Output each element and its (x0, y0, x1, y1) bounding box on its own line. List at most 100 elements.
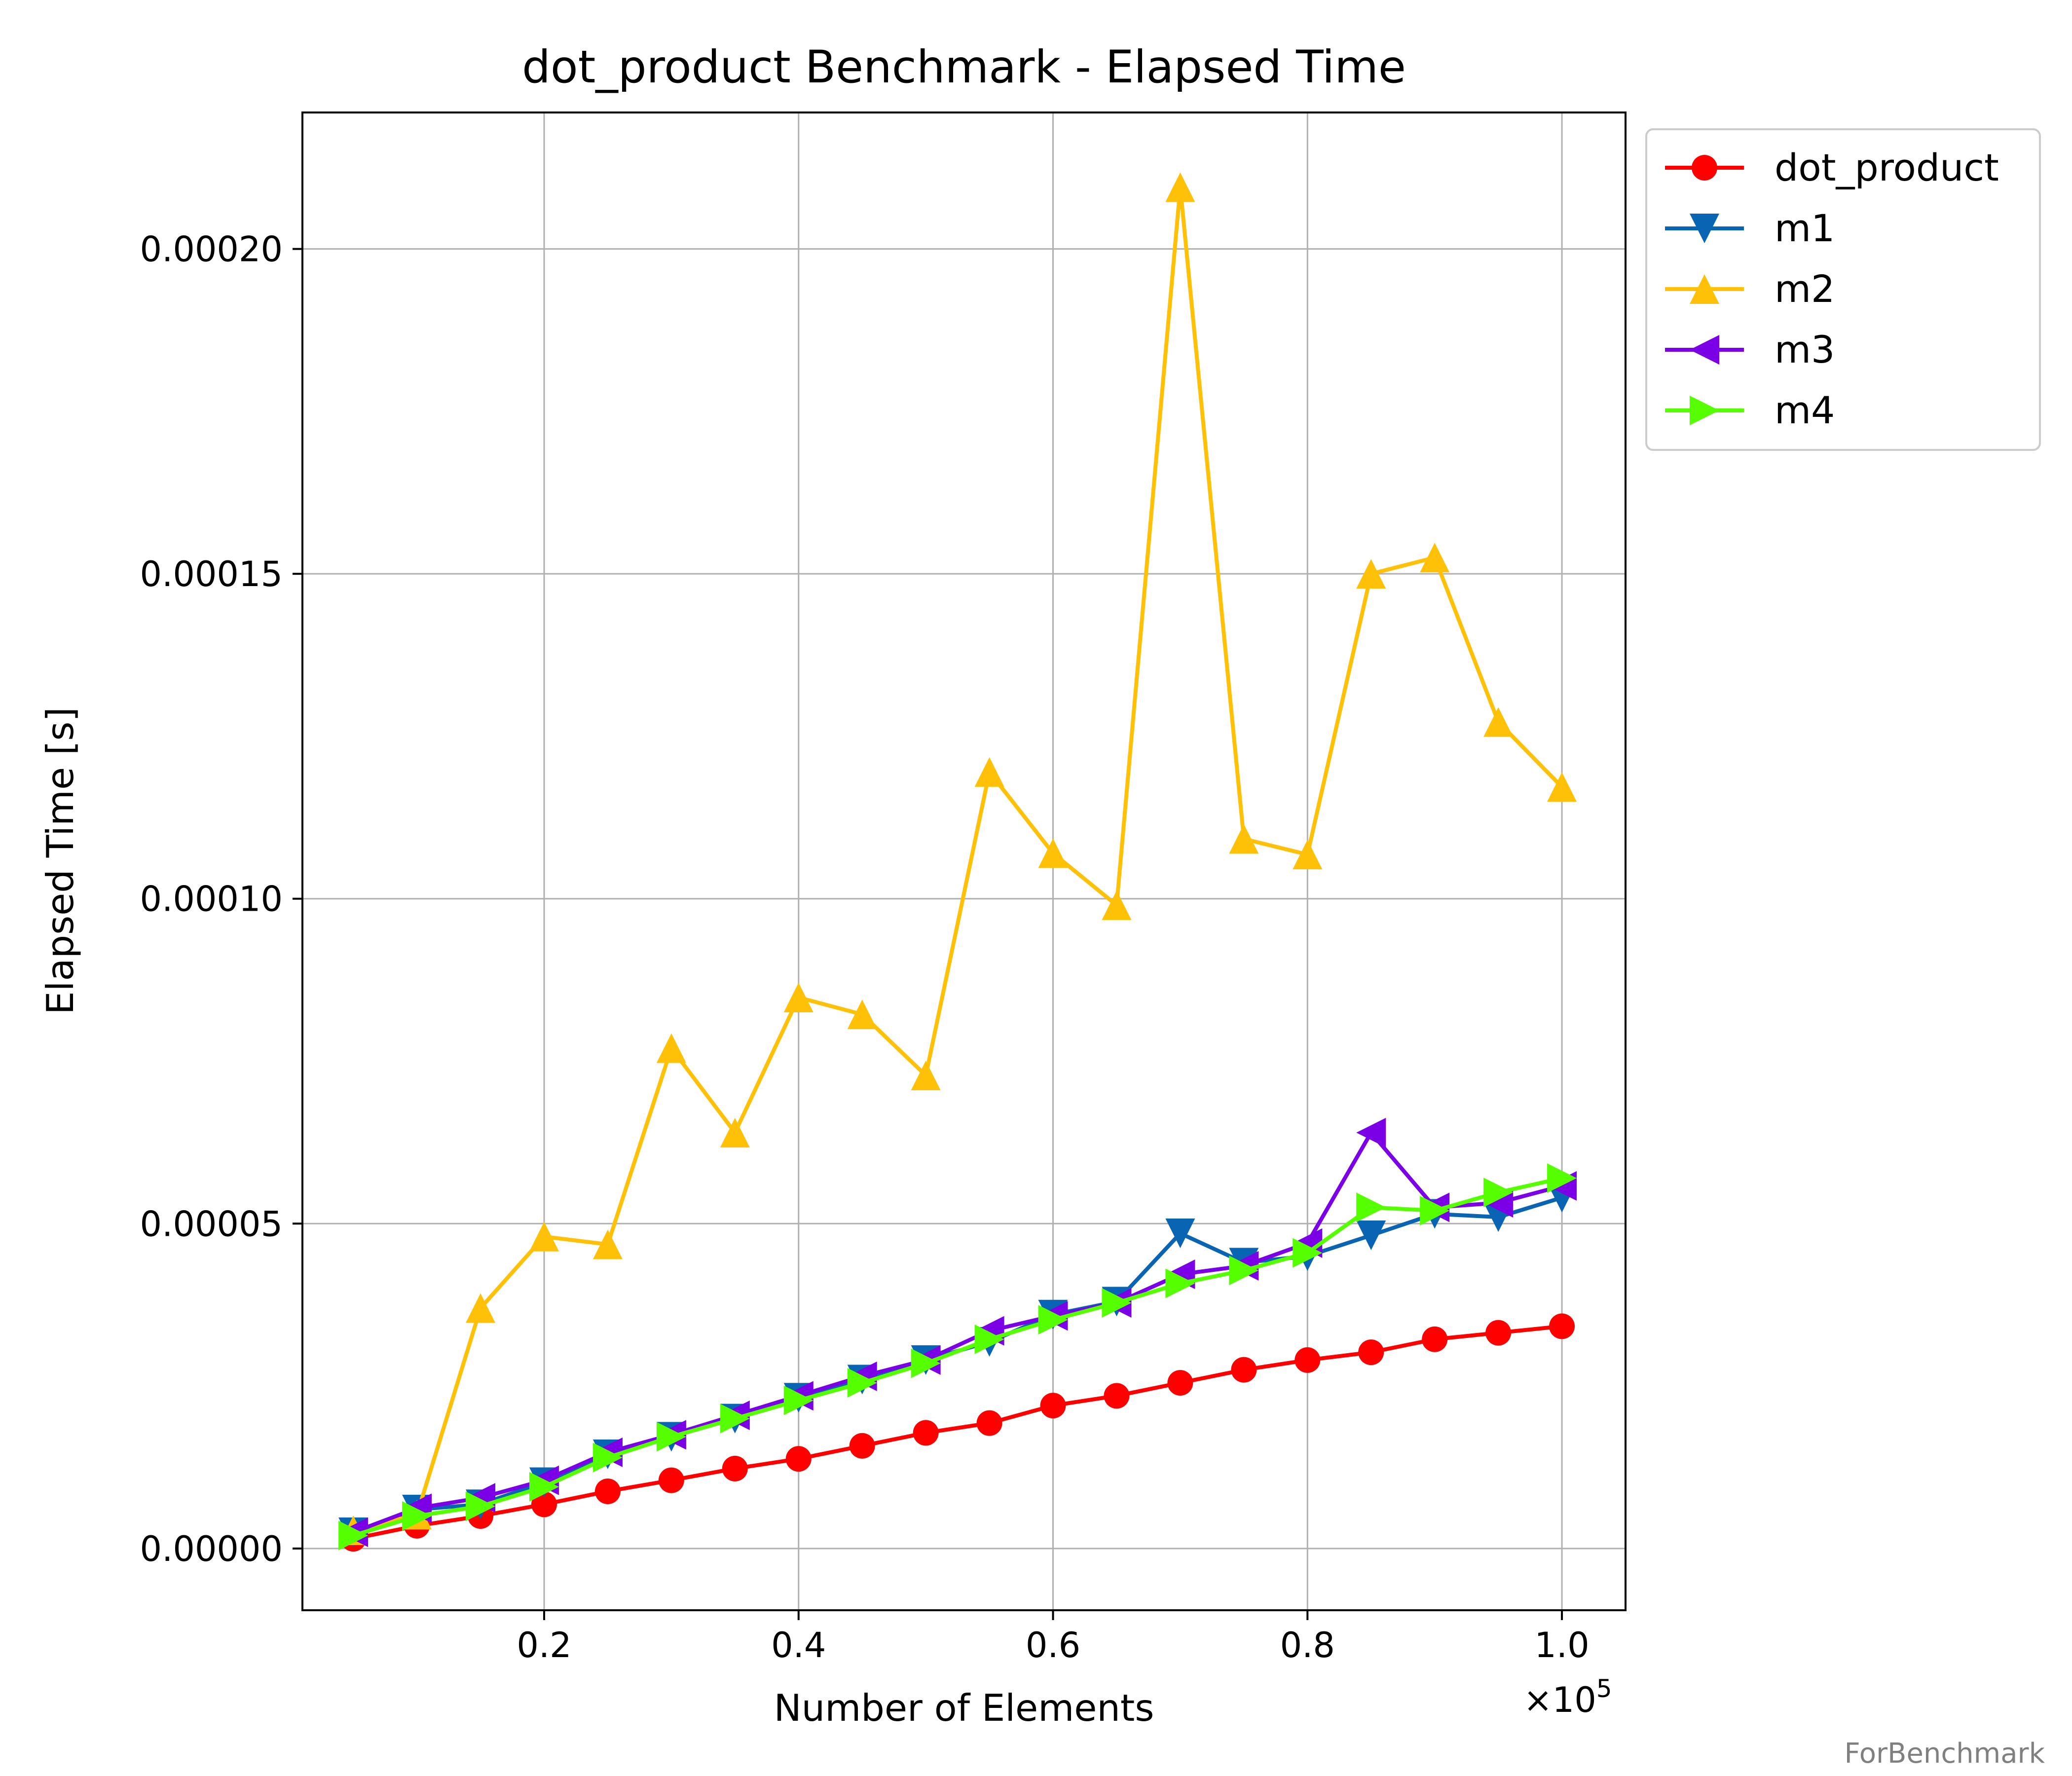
data-point-m2 (656, 1033, 686, 1063)
data-point-m4 (1483, 1178, 1514, 1208)
data-point-dot_product (1167, 1370, 1193, 1396)
data-point-m4 (1038, 1305, 1068, 1335)
series-line-m2 (353, 185, 1563, 1532)
plot-area-background (302, 112, 1626, 1610)
data-point-m2 (1165, 172, 1195, 202)
data-point-m2 (1038, 838, 1068, 868)
data-point-dot_product (658, 1467, 684, 1493)
data-point-m1 (1165, 1219, 1195, 1249)
data-point-m1 (1356, 1221, 1386, 1251)
data-point-m4 (338, 1520, 369, 1551)
data-point-m2 (1483, 707, 1514, 737)
data-point-m4 (1229, 1256, 1259, 1286)
data-point-m2 (974, 757, 1004, 787)
x-axis-multiplier: ×105 (1523, 1674, 1612, 1720)
data-point-m2 (1420, 543, 1450, 573)
legend-marker-m1 (1690, 214, 1719, 243)
data-point-m4 (847, 1368, 877, 1398)
legend-item-dot_product: dot_product (1665, 146, 1999, 189)
data-point-dot_product (1358, 1339, 1384, 1366)
chart-title: dot_product Benchmark - Elapsed Time (522, 41, 1406, 93)
legend-frame (1645, 128, 2041, 451)
data-point-m2 (911, 1060, 941, 1090)
data-point-m2 (1547, 772, 1577, 802)
data-point-m4 (1293, 1238, 1323, 1268)
series-dot_product (340, 1313, 1575, 1552)
data-point-dot_product (1104, 1383, 1130, 1409)
data-point-m4 (974, 1324, 1004, 1354)
data-point-m2 (783, 982, 814, 1012)
data-point-m4 (1547, 1163, 1577, 1193)
y-tick-label: 0.00015 (140, 554, 283, 594)
data-point-m4 (656, 1422, 686, 1452)
legend: dot_product m1 m2 m3 m4 (1645, 128, 2041, 451)
y-tick-label: 0.00005 (140, 1204, 283, 1244)
y-tick-label: 0.00000 (140, 1529, 283, 1569)
data-point-m2 (466, 1293, 496, 1323)
x-tick-label: 1.0 (1534, 1625, 1589, 1665)
legend-label: m1 (1775, 206, 1835, 250)
data-point-dot_product (785, 1446, 812, 1472)
data-point-m4 (720, 1404, 750, 1434)
data-point-m2 (592, 1229, 623, 1259)
data-point-m2 (1293, 840, 1323, 870)
data-point-m4 (783, 1385, 814, 1415)
data-point-m4 (1102, 1288, 1132, 1318)
data-point-m4 (529, 1472, 559, 1502)
series-group (338, 172, 1577, 1552)
x-tick-label: 0.2 (517, 1625, 571, 1665)
legend-item-m4: m4 (1665, 388, 1835, 432)
data-point-m2 (529, 1221, 559, 1252)
data-point-m4 (1420, 1195, 1450, 1225)
legend-marker-dot_product (1692, 155, 1717, 181)
data-point-dot_product (1549, 1313, 1575, 1339)
x-axis-multiplier-exponent: 5 (1596, 1674, 1612, 1703)
data-point-m2 (1356, 559, 1386, 589)
legend-item-m2: m2 (1665, 267, 1835, 311)
y-tick-label: 0.00010 (140, 879, 283, 920)
legend-marker-m3 (1690, 335, 1719, 365)
data-point-dot_product (1231, 1357, 1257, 1383)
y-tick-label: 0.00020 (140, 229, 283, 270)
data-point-m2 (720, 1117, 750, 1147)
x-axis-multiplier-base: ×10 (1523, 1680, 1596, 1720)
data-point-m4 (402, 1501, 432, 1531)
legend-label: dot_product (1775, 146, 1999, 189)
x-axis-label: Number of Elements (774, 1686, 1154, 1730)
data-point-m4 (592, 1443, 623, 1473)
data-point-m4 (466, 1491, 496, 1521)
data-point-m2 (1102, 890, 1132, 920)
data-point-dot_product (594, 1478, 621, 1504)
data-point-dot_product (531, 1491, 557, 1517)
data-point-m2 (1229, 824, 1259, 854)
x-tick-label: 0.8 (1280, 1625, 1335, 1665)
legend-marker-m4 (1690, 396, 1719, 425)
legend-label: m2 (1775, 267, 1835, 311)
legend-label: m4 (1775, 388, 1835, 432)
axis-ticks: 0.2 0.4 0.6 0.8 1.0 0.00000 0.00005 0.00010 0.00… (140, 229, 1590, 1665)
legend-item-m1: m1 (1665, 206, 1835, 250)
legend-marker-m2 (1690, 274, 1719, 304)
data-point-m4 (1165, 1268, 1195, 1298)
plot-frame (301, 111, 1627, 1611)
data-point-m3 (1356, 1117, 1386, 1147)
data-point-dot_product (1422, 1326, 1448, 1352)
x-tick-label: 0.6 (1026, 1625, 1080, 1665)
data-point-dot_product (976, 1410, 1002, 1436)
data-point-dot_product (849, 1433, 875, 1459)
data-point-dot_product (1485, 1320, 1512, 1346)
data-point-dot_product (1295, 1347, 1321, 1373)
series-m4 (338, 1163, 1577, 1551)
y-axis-label: Elapsed Time [s] (38, 707, 82, 1014)
watermark: ForBenchmark (1845, 1738, 2045, 1770)
legend-label: m3 (1775, 328, 1835, 371)
data-point-dot_product (913, 1420, 939, 1446)
data-point-m4 (911, 1348, 941, 1378)
x-tick-label: 0.4 (771, 1625, 826, 1665)
data-point-dot_product (1040, 1393, 1066, 1419)
data-point-m4 (1356, 1192, 1386, 1222)
data-point-dot_product (722, 1455, 748, 1481)
data-point-m2 (847, 999, 877, 1030)
legend-item-m3: m3 (1665, 328, 1835, 371)
